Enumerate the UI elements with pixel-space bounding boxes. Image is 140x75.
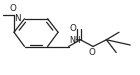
Text: O: O bbox=[10, 4, 17, 13]
Text: O: O bbox=[89, 48, 96, 57]
Text: O: O bbox=[69, 24, 76, 33]
Text: N: N bbox=[14, 14, 20, 23]
Text: NH: NH bbox=[69, 36, 81, 45]
